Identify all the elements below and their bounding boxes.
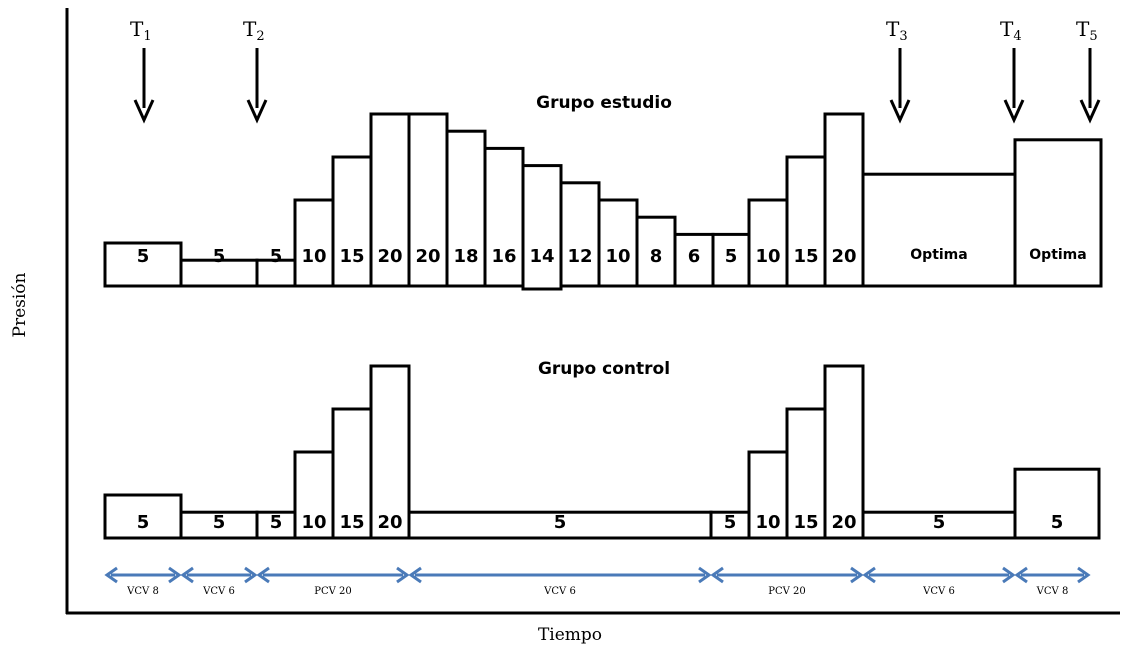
study-bar-label: 20: [831, 246, 856, 267]
control-bar-label: 5: [270, 512, 283, 533]
study-bar-label: 18: [453, 246, 478, 267]
control-bar-label: 15: [793, 512, 818, 533]
down-arrow-icon: [1079, 99, 1101, 124]
study-bar: [861, 172, 1017, 288]
phase-label: VCV 8: [1036, 586, 1069, 597]
study-bar-label: 5: [270, 246, 283, 267]
time-point-label: T4: [1000, 17, 1022, 44]
arrow-right-icon: [1077, 566, 1091, 584]
study-bar: [823, 112, 865, 288]
study-bar: [445, 129, 487, 288]
study-bar-label: 6: [688, 246, 701, 267]
study-bar: [1013, 138, 1103, 288]
study-bar-label: 16: [491, 246, 516, 267]
arrow-left-icon: [862, 566, 876, 584]
study-bar-label: 14: [529, 246, 554, 267]
down-arrow-icon: [246, 99, 268, 124]
study-bar: [293, 198, 335, 288]
arrow-right-icon: [244, 566, 258, 584]
phase-label: VCV 8: [126, 586, 159, 597]
control-group-title: Grupo control: [538, 359, 670, 379]
study-bar: [673, 232, 715, 288]
control-bar-label: 5: [213, 512, 226, 533]
control-bar-label: 5: [137, 512, 150, 533]
study-bar-label: 5: [213, 246, 226, 267]
x-axis-label: Tiempo: [538, 625, 602, 645]
down-arrow-icon: [1003, 99, 1025, 124]
study-bar-label: 20: [377, 246, 402, 267]
arrow-left-icon: [1014, 566, 1028, 584]
study-bar-label: 5: [725, 246, 738, 267]
arrow-right-icon: [1002, 566, 1016, 584]
study-group-bars: 5 5 5 10 15 20 20 18 16 14 12 10 8 6 5 10 15 20 Optima Opti…: [103, 112, 1103, 291]
control-bar: [369, 364, 411, 540]
control-bar: [823, 364, 865, 540]
study-bar: [483, 146, 525, 288]
study-bar: [179, 258, 259, 288]
arrow-right-icon: [850, 566, 864, 584]
control-bar: [1013, 467, 1101, 540]
study-bar-label: 20: [415, 246, 440, 267]
down-arrow-icon: [133, 99, 155, 124]
arrow-right-icon: [698, 566, 712, 584]
control-bar-label: 5: [933, 512, 946, 533]
arrow-left-icon: [180, 566, 194, 584]
phase-label: VCV 6: [543, 586, 576, 597]
study-bar-label: 8: [650, 246, 663, 267]
phase-label: VCV 6: [202, 586, 235, 597]
study-bar-label: 10: [301, 246, 326, 267]
study-bar: [521, 164, 563, 291]
control-bar-label: 5: [1051, 512, 1064, 533]
down-arrow-icon: [889, 99, 911, 124]
study-bar-label: 5: [137, 246, 150, 267]
study-bar: [255, 258, 297, 288]
control-bar-label: 20: [831, 512, 856, 533]
arrow-left-icon: [408, 566, 422, 584]
study-bar: [331, 155, 373, 288]
arrow-left-icon: [104, 566, 118, 584]
phase-label: PCV 20: [768, 586, 806, 597]
study-bar-label: 15: [339, 246, 364, 267]
time-point-label: T1: [130, 17, 152, 44]
arrow-right-icon: [168, 566, 182, 584]
phase-label: PCV 20: [314, 586, 352, 597]
control-bar-label: 10: [301, 512, 326, 533]
time-markers: T1 T2 T3 T4 T5: [130, 17, 1101, 124]
study-bar: [103, 241, 183, 288]
study-bar-label: 10: [755, 246, 780, 267]
study-bar-label: Optima: [1029, 247, 1086, 263]
control-bar-label: 5: [554, 512, 567, 533]
study-bar: [407, 112, 449, 288]
control-group-bars: 5 5 5 10 15 20 5 5 10 15 20 5 5: [103, 364, 1101, 540]
control-bar: [747, 450, 789, 540]
study-group-title: Grupo estudio: [536, 93, 672, 113]
control-bar: [407, 510, 713, 540]
control-bar-label: 15: [339, 512, 364, 533]
arrow-right-icon: [396, 566, 410, 584]
study-bar: [597, 198, 639, 288]
study-bar-label: 12: [567, 246, 592, 267]
time-point-label: T2: [243, 17, 265, 44]
control-bar: [785, 407, 827, 540]
study-bar-label: 15: [793, 246, 818, 267]
control-bar: [179, 510, 259, 540]
control-bar-label: 5: [724, 512, 737, 533]
study-bar-label: Optima: [910, 247, 967, 263]
study-bar: [747, 198, 789, 288]
study-bar: [559, 181, 601, 288]
ventilation-phases: VCV 8 VCV 6 PCV 20 VCV 6 PCV 20 VCV 6 VCV 8: [104, 566, 1091, 597]
time-point-label: T3: [886, 17, 908, 44]
arrow-left-icon: [256, 566, 270, 584]
control-bar-label: 10: [755, 512, 780, 533]
time-point-label: T5: [1076, 17, 1098, 44]
control-bar-label: 20: [377, 512, 402, 533]
y-axis-label: Presión: [10, 272, 30, 337]
arrow-left-icon: [710, 566, 724, 584]
study-bar-label: 10: [605, 246, 630, 267]
phase-label: VCV 6: [922, 586, 955, 597]
